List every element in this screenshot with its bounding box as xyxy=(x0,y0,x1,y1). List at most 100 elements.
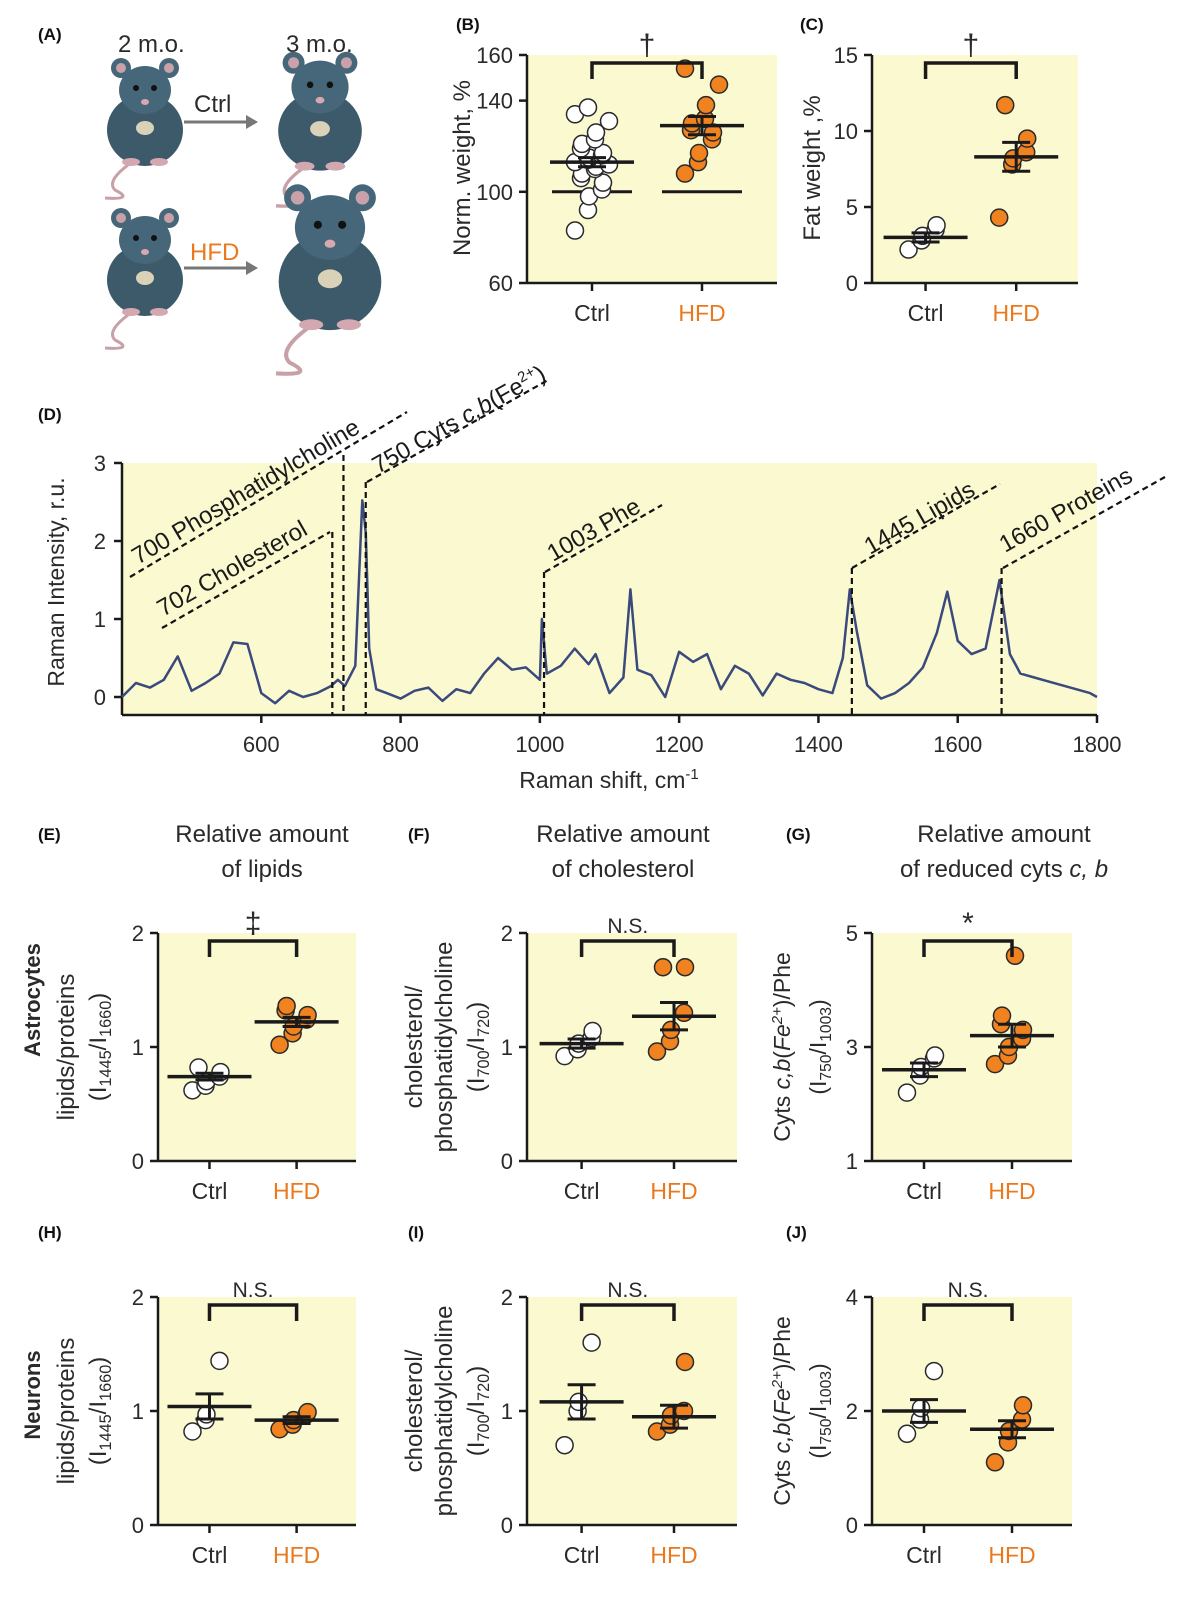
plot-background xyxy=(158,1297,356,1525)
panel-g: 1 3 5 Ctrl HFD * (G) Cyts c,b(Fe2+)/Phe (I750/I1… xyxy=(769,825,1072,1204)
significance-label: N.S. xyxy=(607,1279,648,1302)
significance-bracket xyxy=(590,61,704,79)
age-start-label: 2 m.o. xyxy=(118,31,185,58)
x-tick-label: HFD xyxy=(273,1542,320,1568)
plot-background xyxy=(527,933,737,1161)
astrocytes-row-label: Astrocytes xyxy=(20,943,45,1057)
y-axis-label: lipids/proteins xyxy=(53,974,80,1121)
y-tick-label: 2 xyxy=(132,921,144,946)
heading-g-line2: of reduced cyts c, b xyxy=(900,856,1108,883)
y-tick-label: 3 xyxy=(846,1035,858,1060)
y-axis-label: phosphatidylcholine xyxy=(431,1306,458,1517)
x-tick-label: Ctrl xyxy=(906,1178,942,1204)
y-tick-label: 5 xyxy=(846,921,858,946)
y-axis-label: lipids/proteins xyxy=(53,1338,80,1485)
ctrl-point xyxy=(565,221,585,240)
panel-letter: (D) xyxy=(38,405,62,424)
plot-background xyxy=(872,933,1072,1161)
panel-letter: (F) xyxy=(408,825,430,844)
significance-label: N.S. xyxy=(233,1279,274,1302)
annotation-leader xyxy=(544,504,663,573)
ctrl-point xyxy=(583,1021,602,1041)
panel-j: 0 2 4 Ctrl HFD N.S. (J) Cyts c,b(Fe2+)/Phe (I750… xyxy=(769,1223,1072,1568)
x-tick-label: 1400 xyxy=(794,732,843,757)
y-tick-label: 0 xyxy=(501,1513,513,1538)
hfd-point xyxy=(989,208,1009,227)
mouse-ctrl-end xyxy=(275,51,362,208)
y-axis-label: Cyts c,b(Fe2+)/Phe xyxy=(769,952,795,1142)
panel-letter: (J) xyxy=(786,1223,807,1242)
y-axis-label: Norm. weight, % xyxy=(449,80,476,256)
panel-b: 60 100 140 160 Ctrl HFD † (B) Norm. weight, % xyxy=(449,15,777,326)
mouse-hfd-start xyxy=(104,208,183,350)
y-tick-label: 1 xyxy=(132,1035,144,1060)
x-tick-label: HFD xyxy=(988,1542,1035,1568)
x-tick-label: HFD xyxy=(988,1178,1035,1204)
ctrl-point xyxy=(897,1424,917,1444)
y-tick-label: 2 xyxy=(94,529,106,554)
significance-label: N.S. xyxy=(948,1279,989,1302)
y-axis-sublabel: (I750/I1003) xyxy=(805,1363,835,1458)
x-tick-label: 1000 xyxy=(515,732,564,757)
significance-label: N.S. xyxy=(607,915,648,938)
hfd-point xyxy=(992,1006,1012,1025)
y-tick-label: 0 xyxy=(501,1149,513,1174)
peak-annotation: 750 Cyts c,b(Fe2+) xyxy=(367,359,550,479)
significance-bracket xyxy=(207,939,299,957)
x-tick-label: HFD xyxy=(678,300,725,326)
x-tick-label: Ctrl xyxy=(574,300,610,326)
ctrl-point xyxy=(897,1083,917,1102)
ctrl-point xyxy=(593,173,613,192)
y-axis-sublabel: (I1445/I1660) xyxy=(85,1357,115,1466)
significance-label: † xyxy=(639,29,656,62)
panel-e: 0 1 2 Ctrl HFD ‡ (E) lipids/proteins (I1445/I166… xyxy=(38,825,356,1204)
plot-background xyxy=(158,933,356,1161)
hfd-point xyxy=(985,1054,1005,1074)
y-tick-label: 15 xyxy=(834,43,858,68)
y-tick-label: 10 xyxy=(834,119,858,144)
hfd-point xyxy=(270,1035,289,1054)
hfd-point xyxy=(674,1003,694,1023)
y-tick-label: 0 xyxy=(846,271,858,296)
ctrl-point xyxy=(210,1351,229,1371)
significance-label: * xyxy=(962,907,974,940)
x-tick-label: Ctrl xyxy=(192,1178,228,1204)
panel-letter: (H) xyxy=(38,1223,62,1242)
panel-i: 0 1 2 Ctrl HFD N.S. (I) cholesterol/phosphatidy… xyxy=(401,1223,737,1568)
annotation-leader xyxy=(129,411,408,578)
y-tick-label: 1 xyxy=(94,607,106,632)
hfd-point xyxy=(647,1042,667,1061)
y-tick-label: 1 xyxy=(132,1399,144,1424)
y-tick-label: 1 xyxy=(501,1399,513,1424)
hfd-point xyxy=(277,996,296,1016)
neurons-row-label: Neurons xyxy=(20,1350,45,1439)
significance-bracket xyxy=(923,61,1018,79)
panel-letter: (I) xyxy=(408,1223,424,1242)
x-tick-label: 1600 xyxy=(933,732,982,757)
annotation-leader xyxy=(366,379,549,483)
significance-label: † xyxy=(963,29,980,62)
y-tick-label: 4 xyxy=(846,1285,858,1310)
y-axis-label: cholesterol/ xyxy=(401,985,428,1108)
panel-letter: (G) xyxy=(786,825,811,844)
y-tick-label: 5 xyxy=(846,195,858,220)
hfd-point xyxy=(675,957,695,977)
annotation-leader xyxy=(161,531,331,629)
annotation-leader xyxy=(1002,476,1166,569)
y-tick-label: 0 xyxy=(132,1149,144,1174)
x-tick-label: Ctrl xyxy=(192,1542,228,1568)
significance-bracket xyxy=(579,939,676,957)
x-tick-label: 800 xyxy=(382,732,419,757)
panel-h: 0 1 2 Ctrl HFD N.S. (H) lipids/proteins (I1445/I… xyxy=(38,1223,356,1568)
annotation-leader xyxy=(851,483,1001,569)
hfd-point xyxy=(653,957,673,977)
y-tick-label: 160 xyxy=(476,43,513,68)
ctrl-point xyxy=(911,1398,931,1418)
significance-label: ‡ xyxy=(245,907,262,940)
x-axis-label: Raman shift, cm-1 xyxy=(519,766,699,793)
ctrl-point xyxy=(578,98,598,117)
heading-f-line1: Relative amount xyxy=(536,821,710,848)
hfd-point xyxy=(696,95,716,115)
y-tick-label: 0 xyxy=(846,1513,858,1538)
